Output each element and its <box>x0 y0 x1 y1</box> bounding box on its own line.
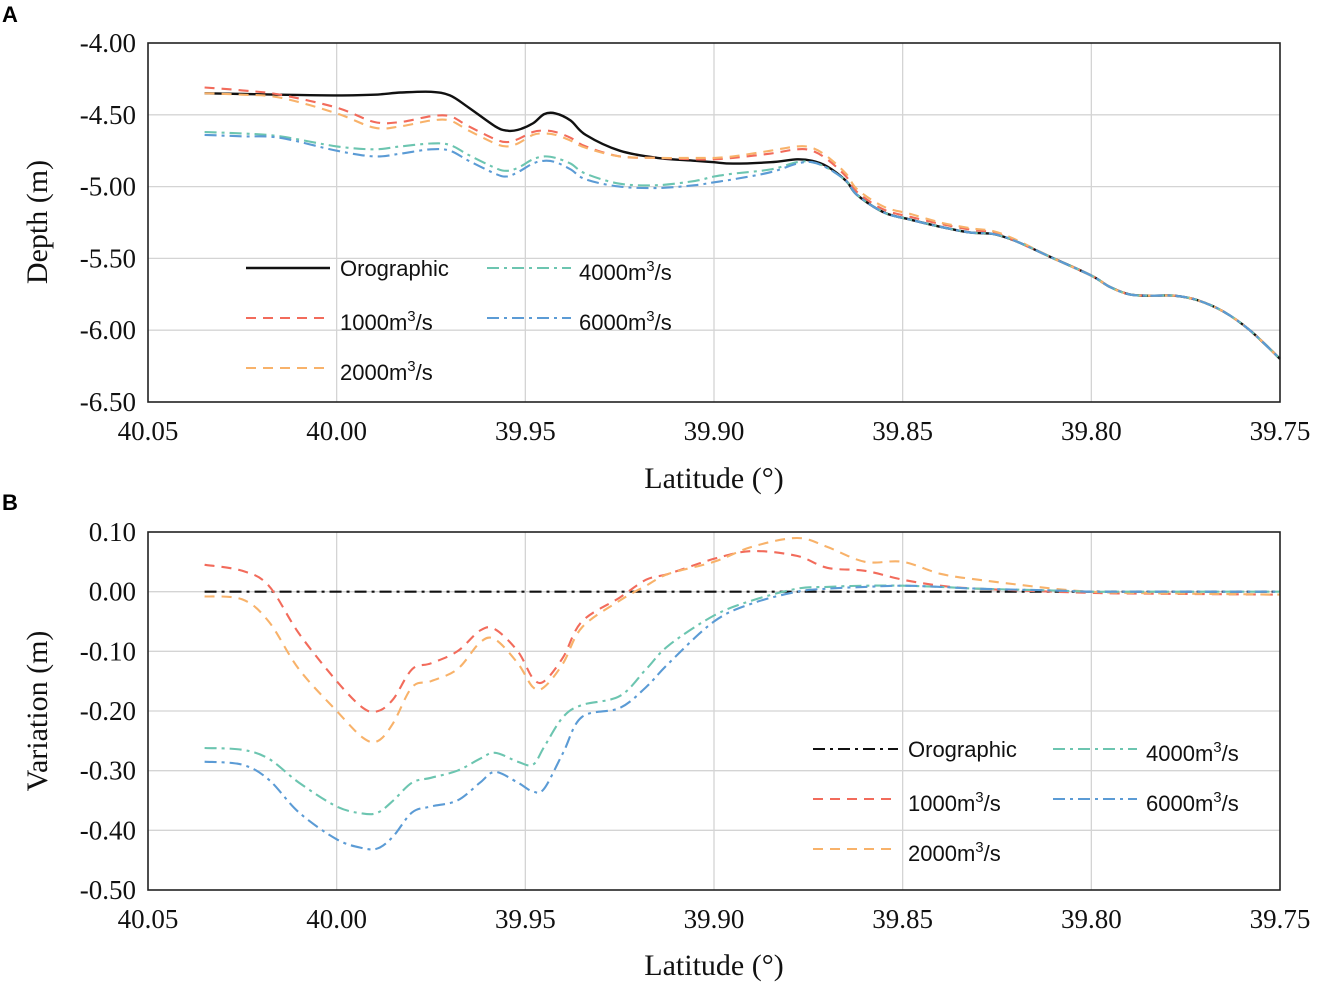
panel-a-grid <box>148 43 1280 402</box>
panel-a-x-ticks: 40.05 40.00 39.95 39.90 39.85 39.80 39.75 <box>118 416 1311 446</box>
y-tick-label: -4.00 <box>80 28 136 58</box>
panel-b-x-axis-title: Latitude (°) <box>644 949 783 982</box>
panel-a-series-6000ms-line <box>204 133 1281 360</box>
panel-a-label: A <box>2 2 18 27</box>
y-tick-label: 0.00 <box>89 577 136 607</box>
x-tick-label: 39.90 <box>684 416 745 446</box>
y-tick-label: -5.50 <box>80 243 136 273</box>
panel-b-series-6000ms-line <box>204 584 1280 851</box>
legend-a-2000-label: 2000m3/s <box>340 358 433 385</box>
x-tick-label: 39.75 <box>1250 904 1311 934</box>
x-tick-label: 39.95 <box>495 904 556 934</box>
panel-b-legend: Orographic 1000m3/s 2000m3/s 4000m3/s 60… <box>813 737 1239 866</box>
panel-a-series <box>204 86 1281 360</box>
y-tick-label: -0.30 <box>80 756 136 786</box>
y-tick-label: -0.10 <box>80 636 136 666</box>
legend-a-orographic-label: Orographic <box>340 256 449 281</box>
panel-b-label: B <box>2 490 18 515</box>
legend-b-4000-label: 4000m3/s <box>1146 739 1239 766</box>
panel-a-series-2000ms-line <box>204 92 1281 360</box>
panel-b-series-1000ms-line <box>204 549 1281 714</box>
y-tick-label: -4.50 <box>80 100 136 130</box>
x-tick-label: 40.00 <box>306 904 367 934</box>
x-tick-label: 39.95 <box>495 416 556 446</box>
panel-b-grid <box>148 532 1280 890</box>
legend-b-6000-label: 6000m3/s <box>1146 789 1239 816</box>
x-tick-label: 40.05 <box>118 904 179 934</box>
y-tick-label: -0.50 <box>80 875 136 905</box>
legend-a-6000-label: 6000m3/s <box>579 308 672 335</box>
panel-a-legend: Orographic 1000m3/s 2000m3/s 4000m3/s 60… <box>246 256 672 385</box>
panel-b-frame <box>147 531 1281 891</box>
legend-a-1000-label: 1000m3/s <box>340 308 433 335</box>
panel-a-y-ticks: -4.00 -4.50 -5.00 -5.50 -6.00 -6.50 <box>80 28 136 417</box>
x-tick-label: 40.00 <box>306 416 367 446</box>
panel-b-y-ticks: 0.10 0.00 -0.10 -0.20 -0.30 -0.40 -0.50 <box>80 517 136 905</box>
x-tick-label: 39.85 <box>872 416 933 446</box>
y-tick-label: -0.20 <box>80 696 136 726</box>
x-tick-label: 40.05 <box>118 416 179 446</box>
y-tick-label: -6.00 <box>80 315 136 345</box>
x-tick-label: 39.80 <box>1061 416 1122 446</box>
panel-a-y-axis-title: Depth (m) <box>21 160 54 284</box>
panel-b-series-4000ms-line <box>204 584 1280 816</box>
y-tick-label: -6.50 <box>80 387 136 417</box>
panel-a-frame <box>147 42 1281 403</box>
panel-a-plot: -4.00-4.50-5.00-5.50-6.00-6.50 40.05 40.0… <box>21 28 1310 495</box>
x-tick-label: 39.90 <box>684 904 745 934</box>
panel-b-x-ticks: 40.05 40.00 39.95 39.90 39.85 39.80 39.75 <box>118 904 1311 934</box>
y-tick-label: -0.40 <box>80 815 136 845</box>
panel-a-x-axis-title: Latitude (°) <box>644 462 783 495</box>
panel-b-y-axis-title: Variation (m) <box>21 631 54 792</box>
legend-a-4000-label: 4000m3/s <box>579 258 672 285</box>
x-tick-label: 39.85 <box>872 904 933 934</box>
y-tick-label: 0.10 <box>89 517 136 547</box>
y-tick-label: -5.00 <box>80 172 136 202</box>
panel-b-series-2000ms-line <box>204 536 1281 744</box>
panel-b-series <box>204 536 1281 851</box>
legend-b-1000-label: 1000m3/s <box>908 789 1001 816</box>
x-tick-label: 39.75 <box>1250 416 1311 446</box>
panel-b-plot: 0.100.00-0.10-0.20-0.30-0.40-0.50 40.05 4… <box>21 517 1310 982</box>
x-tick-label: 39.80 <box>1061 904 1122 934</box>
legend-b-2000-label: 2000m3/s <box>908 839 1001 866</box>
legend-b-orographic-label: Orographic <box>908 737 1017 762</box>
